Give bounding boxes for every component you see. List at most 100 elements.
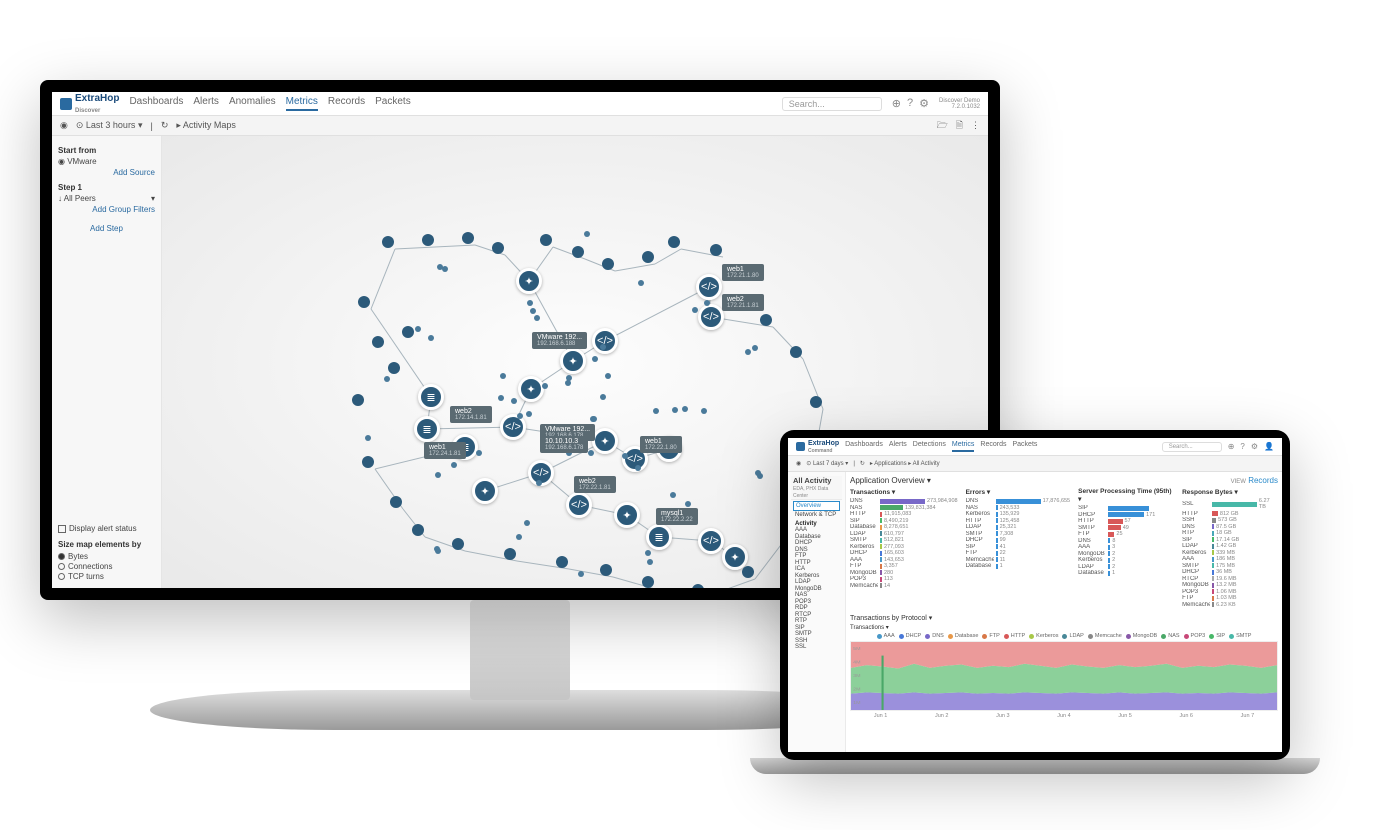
search-input[interactable]: Search... [782, 97, 882, 111]
nav-dashboards[interactable]: Dashboards [129, 96, 183, 111]
node-label[interactable]: web2172.21.1.81 [722, 294, 764, 311]
sidebar-item-dhcp[interactable]: DHCP [793, 540, 840, 546]
metric-row[interactable]: DNS17,876,655 [966, 498, 1071, 504]
metric-row[interactable]: SMTP512,821 [850, 537, 958, 543]
legend-item[interactable]: NAS [1161, 633, 1179, 639]
node-label[interactable]: web2172.14.1.81 [450, 406, 492, 423]
network-node-small[interactable] [352, 394, 364, 406]
network-node-small[interactable] [504, 548, 516, 560]
metric-row[interactable]: AAA186 MB [1182, 556, 1278, 562]
nav-dashboards[interactable]: Dashboards [845, 441, 883, 452]
node-label[interactable]: web1172.22.1.80 [640, 436, 682, 453]
node-label[interactable]: web1172.24.1.81 [424, 442, 466, 459]
legend-item[interactable]: SIP [1209, 633, 1225, 639]
metric-row[interactable]: NAS139,831,384 [850, 505, 958, 511]
network-node[interactable]: ✦ [472, 478, 498, 504]
legend-item[interactable]: POP3 [1184, 633, 1206, 639]
legend-item[interactable]: MongoDB [1126, 633, 1157, 639]
network-node-small[interactable] [556, 556, 568, 568]
column-header[interactable]: Transactions ▾ [850, 488, 958, 496]
metric-row[interactable]: FTP1.03 MB [1182, 595, 1278, 601]
network-node[interactable]: </> [698, 304, 724, 330]
sidebar-item-nas[interactable]: NAS [793, 592, 840, 598]
legend-item[interactable]: DHCP [899, 633, 922, 639]
metric-row[interactable]: LDAP610,797 [850, 531, 958, 537]
metric-row[interactable]: SIP [1078, 505, 1174, 511]
legend-item[interactable]: Kerberos [1029, 633, 1058, 639]
sidebar-item-overview[interactable]: Overview [793, 501, 840, 511]
node-label[interactable]: 10.10.10.3192.168.6.178 [540, 436, 588, 453]
network-node[interactable]: ✦ [518, 376, 544, 402]
network-node-small[interactable] [742, 566, 754, 578]
alert-status-checkbox[interactable]: Display alert status [58, 524, 155, 533]
metric-row[interactable]: Database1 [966, 563, 1071, 569]
sidebar-item-ldap[interactable]: LDAP [793, 579, 840, 585]
refresh-icon[interactable]: ↻ [860, 460, 865, 467]
network-node-small[interactable] [402, 326, 414, 338]
nav-packets[interactable]: Packets [375, 96, 411, 111]
node-label[interactable]: mysql1172.22.2.22 [656, 508, 698, 525]
legend-item[interactable]: FTP [982, 633, 999, 639]
metric-row[interactable]: MongoDB2 [1078, 551, 1174, 557]
metric-row[interactable]: FTP22 [966, 550, 1071, 556]
network-node-small[interactable] [668, 236, 680, 248]
metric-row[interactable]: FTP25 [1078, 531, 1174, 537]
size-option-connections[interactable]: Connections [58, 562, 155, 571]
network-node-small[interactable] [492, 242, 504, 254]
metric-row[interactable]: DHCP36 MB [1182, 569, 1278, 575]
help-icon[interactable]: ? [907, 97, 913, 110]
eye-icon[interactable]: ◉ [60, 120, 68, 131]
network-node-small[interactable] [362, 456, 374, 468]
source-item[interactable]: ◉ VMware [58, 157, 155, 166]
column-header[interactable]: Server Processing Time (95th) ▾ [1078, 488, 1174, 503]
metric-row[interactable]: Kerberos2 [1078, 557, 1174, 563]
metric-row[interactable]: SSH573 GB [1182, 517, 1278, 523]
legend-item[interactable]: LDAP [1062, 633, 1083, 639]
gear-icon[interactable]: ⚙ [1251, 442, 1258, 451]
sidebar-item-ica[interactable]: ICA [793, 566, 840, 572]
metric-row[interactable]: HTTP125,458 [966, 518, 1071, 524]
metric-row[interactable]: LDAP2 [1078, 564, 1174, 570]
network-node-small[interactable] [810, 396, 822, 408]
brand-logo[interactable]: ExtraHopCommand [796, 440, 839, 454]
metric-row[interactable]: DNS8 [1078, 538, 1174, 544]
metric-row[interactable]: DHCP99 [966, 537, 1071, 543]
brand-logo[interactable]: ExtraHopDiscover [60, 93, 119, 115]
help-icon[interactable]: ? [1240, 442, 1244, 451]
metric-row[interactable]: SIP8,490,219 [850, 518, 958, 524]
refresh-icon[interactable]: ↻ [161, 120, 169, 131]
metric-row[interactable]: MongoDB280 [850, 570, 958, 576]
legend-item[interactable]: AAA [877, 633, 895, 639]
metric-row[interactable]: Memcache11 [966, 557, 1071, 563]
network-node-small[interactable] [790, 346, 802, 358]
legend-item[interactable]: SMTP [1229, 633, 1251, 639]
metric-row[interactable]: MongoDB13.2 MB [1182, 582, 1278, 588]
network-node-small[interactable] [642, 576, 654, 588]
metric-row[interactable]: Memcache14 [850, 583, 958, 589]
network-node[interactable]: ✦ [560, 348, 586, 374]
metric-row[interactable]: Kerberos277,093 [850, 544, 958, 550]
metric-row[interactable]: RTP18 GB [1182, 530, 1278, 536]
network-node-small[interactable] [390, 496, 402, 508]
sidebar-item-rdp[interactable]: RDP [793, 605, 840, 611]
nav-anomalies[interactable]: Anomalies [229, 96, 276, 111]
sidebar-item-http[interactable]: HTTP [793, 560, 840, 566]
network-node-small[interactable] [412, 524, 424, 536]
user-icon[interactable]: 👤 [1264, 442, 1274, 451]
nav-records[interactable]: Records [328, 96, 365, 111]
sidebar-item-ftp[interactable]: FTP [793, 553, 840, 559]
nav-records[interactable]: Records [980, 441, 1006, 452]
folder-icon[interactable]: 🗁 [937, 118, 948, 134]
eye-icon[interactable]: ◉ [796, 460, 801, 467]
metric-row[interactable]: SIP41 [966, 544, 1071, 550]
size-option-bytes[interactable]: Bytes [58, 552, 155, 561]
add-filters-link[interactable]: Add Group Filters [58, 205, 155, 214]
gear-icon[interactable]: ⚙ [919, 97, 929, 110]
network-node-small[interactable] [462, 232, 474, 244]
network-node[interactable]: ✦ [592, 428, 618, 454]
metric-row[interactable]: DHCP165,603 [850, 550, 958, 556]
network-node-small[interactable] [372, 336, 384, 348]
nav-detections[interactable]: Detections [913, 441, 946, 452]
network-node[interactable]: ✦ [614, 502, 640, 528]
metric-row[interactable]: HTTP11,915,083 [850, 511, 958, 517]
